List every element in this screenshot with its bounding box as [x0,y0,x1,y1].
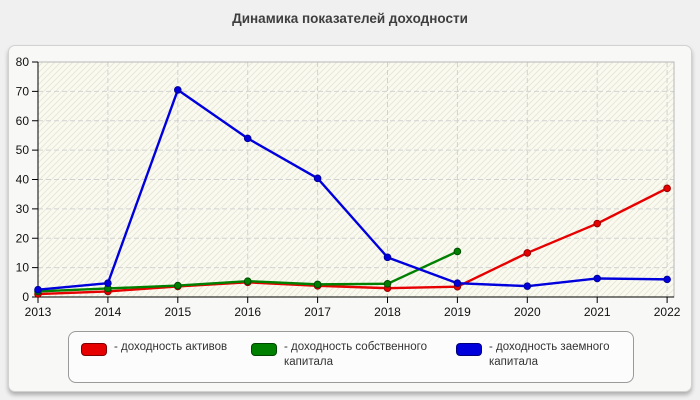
x-tick-label: 2015 [164,305,191,319]
data-point [313,280,322,289]
legend-label-borrowed: - доходность заемного капитала [489,341,610,368]
data-point [523,282,532,290]
data-point [383,279,392,288]
data-point [243,277,252,285]
y-tick-label: 70 [16,84,30,98]
data-point [34,285,42,294]
legend-item-equity: - доходность собственного капитала [251,340,456,370]
chart-title: Динамика показателей доходности [232,11,468,26]
series-2 [34,86,671,294]
tick-labels: 0 10 20 30 40 50 60 70 80 2013 2014 2015 2016 2017 201… [16,55,681,319]
x-tick-label: 2016 [234,305,261,319]
y-tick-label: 80 [16,55,30,69]
x-tick-label: 2017 [304,305,331,319]
legend-label-equity: - доходность собственного капитала [284,341,427,368]
y-tick-label: 30 [16,202,30,216]
legend-swatch-red [81,343,107,356]
y-tick-label: 10 [16,261,30,275]
series-line [37,187,668,296]
legend-label-assets: - доходность активов [114,341,228,353]
line-chart: 0 10 20 30 40 50 60 70 80 2013 2014 2015 2016 2017 201… [16,55,681,319]
y-tick-label: 0 [22,290,29,304]
legend-swatch-green [251,343,277,356]
data-point [663,275,671,284]
legend-swatch-blue [456,343,482,356]
y-tick-label: 50 [16,143,30,157]
x-tick-label: 2019 [444,305,471,319]
data-point [313,174,322,183]
data-point [593,274,602,283]
data-point [174,281,182,290]
x-tick-label: 2013 [25,305,52,319]
data-point [453,247,462,256]
y-tick-label: 60 [16,114,30,128]
x-tick-label: 2018 [374,305,401,319]
x-tick-label: 2022 [654,305,681,319]
data-point [174,86,182,94]
data-point [243,134,252,143]
data-point [104,279,112,287]
data-point [383,253,392,262]
x-tick-label: 2014 [95,305,122,319]
x-tick-label: 2020 [514,305,541,319]
data-point [663,184,671,193]
gridlines [38,62,674,297]
x-tick-label: 2021 [584,305,611,319]
y-tick-label: 20 [16,231,30,245]
data-point [453,279,462,287]
data-point [593,219,602,228]
y-tick-label: 40 [16,173,30,187]
series-line [37,88,668,291]
data-point [523,249,532,257]
legend-item-borrowed: - доходность заемного капитала [456,340,631,370]
legend-item-assets: - доходность активов [81,340,251,356]
axes [32,61,674,303]
chart-legend: - доходность активов - доходность собств… [68,331,634,383]
